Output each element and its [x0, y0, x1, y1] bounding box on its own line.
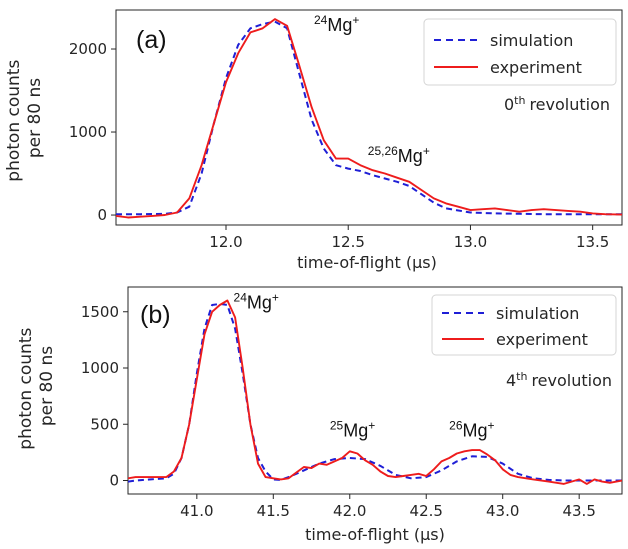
y-axis-label-line2: per 80 ns	[37, 346, 57, 426]
annotations: 24Mg+25Mg+ 26Mg+	[234, 290, 495, 440]
annotations: 24Mg+25,26Mg+	[314, 13, 430, 166]
x-tick-label: 13.5	[576, 233, 609, 251]
x-tick-label: 41.5	[257, 502, 290, 520]
y-axis-label: photon counts per 80 ns	[16, 322, 57, 449]
ion-charge: +	[352, 13, 359, 27]
x-ticks: 12.0 12.5 13.0 13.5	[209, 225, 609, 251]
y-ticks: 0 500 1000 1500	[81, 303, 128, 490]
x-tick-label: 43.0	[486, 502, 519, 520]
revolution-number: 0	[504, 95, 514, 114]
y-tick-label: 1500	[81, 303, 119, 321]
ion-charge: +	[272, 290, 279, 304]
peak-annotation: 25Mg+	[330, 419, 375, 441]
x-tick-label: 12.0	[209, 233, 242, 251]
x-tick-label: 41.0	[180, 502, 213, 520]
element-symbol: Mg	[247, 292, 272, 312]
ion-charge: +	[488, 419, 495, 433]
panel-label: (b)	[140, 301, 171, 329]
element-symbol: Mg	[343, 421, 368, 441]
ion-charge: +	[368, 419, 375, 433]
revolution-label: 0th revolution	[504, 94, 610, 114]
x-axis-label: time-of-flight (μs)	[305, 525, 445, 544]
y-tick-label: 2000	[69, 40, 107, 58]
element-symbol: Mg	[398, 146, 423, 166]
legend-label-experiment: experiment	[490, 58, 582, 77]
revolution-word: revolution	[529, 95, 610, 114]
x-tick-label: 43.5	[562, 502, 595, 520]
revolution-word: revolution	[531, 371, 612, 390]
series-layer	[128, 299, 622, 485]
x-axis-label: time-of-flight (μs)	[297, 253, 437, 272]
x-ticks: 41.0 41.5 42.0 42.5 43.0 43.5	[180, 494, 596, 520]
isotope-mass: 24	[234, 290, 248, 304]
isotope-mass: 25,26	[368, 144, 398, 158]
peak-annotation: 26Mg+	[449, 419, 494, 441]
revolution-suffix: th	[514, 94, 525, 107]
element-symbol: Mg	[463, 421, 488, 441]
peak-annotation: 24Mg+	[314, 13, 359, 35]
isotope-mass: 26	[449, 419, 463, 433]
series-line-simulation	[116, 20, 622, 216]
peak-annotation: 25,26Mg+	[368, 144, 430, 166]
legend-label-simulation: simulation	[496, 304, 579, 323]
legend-label-simulation: simulation	[490, 31, 573, 50]
revolution-number: 4	[506, 371, 516, 390]
y-axis-label-line1: photon counts	[4, 60, 24, 182]
peak-annotation: 24Mg+	[234, 290, 279, 312]
revolution-label: 4th revolution	[506, 370, 612, 390]
legend-label-experiment: experiment	[496, 330, 588, 349]
y-ticks: 0 1000 2000	[69, 40, 116, 224]
y-tick-label: 1000	[69, 123, 107, 141]
legend-box	[423, 18, 617, 86]
y-tick-label: 500	[90, 415, 119, 433]
y-axis-label: photon counts per 80 ns	[4, 54, 45, 181]
legend: simulation experiment	[431, 294, 617, 356]
x-tick-label: 13.0	[454, 233, 487, 251]
isotope-mass: 25	[330, 419, 344, 433]
series-line-experiment	[128, 299, 622, 485]
y-axis-label-line2: per 80 ns	[25, 78, 45, 158]
series-line-experiment	[116, 18, 622, 219]
x-tick-label: 42.0	[333, 502, 366, 520]
x-tick-label: 42.5	[410, 502, 443, 520]
y-tick-label: 0	[97, 206, 107, 224]
panel-label: (a)	[136, 26, 167, 54]
y-tick-label: 1000	[81, 359, 119, 377]
x-tick-label: 12.5	[332, 233, 365, 251]
revolution-suffix: th	[516, 370, 527, 383]
y-axis-label-line1: photon counts	[16, 328, 36, 450]
legend: simulation experiment	[423, 18, 617, 86]
chart-panel-b: 41.0 41.5 42.0 42.5 43.0 43.5 0 500 1000 1500 (b…	[16, 286, 623, 544]
ion-charge: +	[423, 144, 430, 158]
y-tick-label: 0	[109, 472, 119, 490]
element-symbol: Mg	[327, 15, 352, 35]
series-layer	[116, 18, 622, 219]
isotope-mass: 24	[314, 13, 328, 27]
